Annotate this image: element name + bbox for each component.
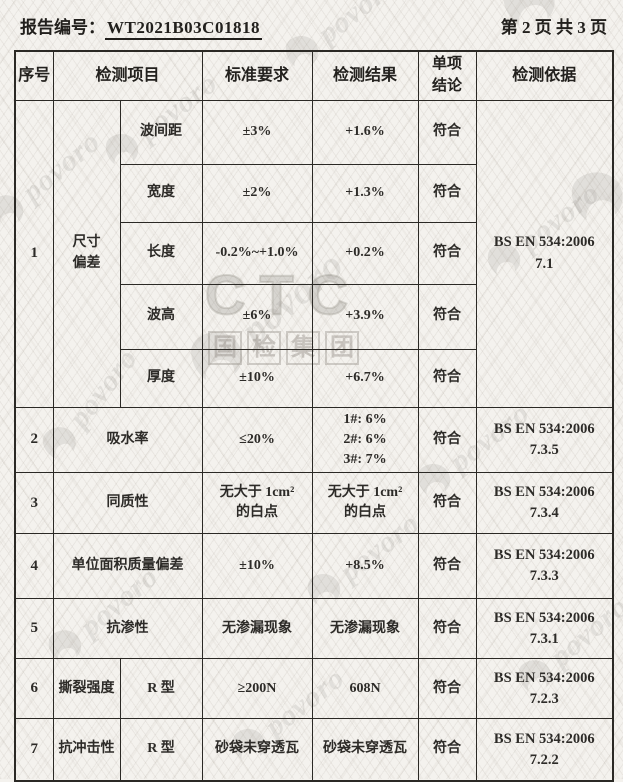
row-conclusion: 符合: [417, 533, 477, 600]
row-conclusion: 符合: [417, 718, 477, 782]
row1-sub-standard: -0.2%~+1.0%: [201, 221, 313, 285]
row1-sub-name: 厚度: [119, 348, 203, 408]
row-item: 抗渗性: [52, 598, 203, 660]
report-number-value: WT2021B03C01818: [105, 18, 262, 40]
row1-sub-standard: ±2%: [201, 163, 313, 223]
col-header-item: 检测项目: [52, 50, 203, 101]
table-row: 长度 -0.2%~+1.0% +0.2% 符合: [15, 221, 613, 285]
row-basis: BS EN 534:2006 7.3.5: [475, 406, 614, 474]
row1-sub-conclusion: 符合: [417, 99, 477, 165]
row-result: 608N: [311, 658, 419, 720]
row-basis: BS EN 534:2006 7.3.1: [475, 598, 614, 660]
row-seq: 6: [14, 658, 54, 720]
row-conclusion: 符合: [417, 472, 477, 535]
row-item-type: R 型: [119, 718, 203, 782]
row-conclusion: 符合: [417, 598, 477, 660]
row1-sub-name: 波高: [119, 283, 203, 350]
table-row: 5 抗渗性 无渗漏现象 无渗漏现象 符合 BS EN 534:2006 7.3.…: [14, 598, 614, 660]
table-row: 7 抗冲击性 R 型 砂袋未穿透瓦 砂袋未穿透瓦 符合 BS EN 534:20…: [14, 718, 614, 782]
table-row: 厚度 ±10% +6.7% 符合: [15, 348, 613, 408]
col-header-result: 检测结果: [311, 50, 419, 101]
row1-sub-result: +6.7%: [311, 348, 419, 408]
row-conclusion: 符合: [417, 406, 477, 474]
row1-item: 尺寸 偏差: [52, 99, 121, 408]
row-basis: BS EN 534:2006 7.3.3: [475, 533, 614, 600]
row1-sub-result: +3.9%: [311, 283, 419, 350]
row-item: 单位面积质量偏差: [52, 533, 203, 600]
page-header: 报告编号： WT2021B03C01818 第 2 页 共 3 页: [20, 13, 607, 40]
row1-sub-result: +1.3%: [311, 163, 419, 223]
row1-sub-standard: ±10%: [201, 348, 313, 408]
table-row: 2 吸水率 ≤20% 1#: 6% 2#: 6% 3#: 7% 符合 BS EN…: [14, 406, 614, 474]
col-header-conclusion: 单项 结论: [417, 50, 477, 101]
row-item: 抗冲击性: [52, 718, 121, 782]
test-results-table: 序号 检测项目 标准要求 检测结果 单项 结论 检测依据 1 尺寸 偏差 波间距…: [14, 50, 615, 782]
row-basis: BS EN 534:2006 7.2.3: [475, 658, 614, 720]
table-row: 波高 ±6% +3.9% 符合: [15, 283, 613, 350]
row-result: 砂袋未穿透瓦: [311, 718, 419, 782]
table-row: 6 撕裂强度 R 型 ≥200N 608N 符合 BS EN 534:2006 …: [14, 658, 614, 720]
row1-sub-conclusion: 符合: [417, 283, 477, 350]
row-standard: 无大于 1cm² 的白点: [201, 472, 313, 535]
row-result: 无渗漏现象: [311, 598, 419, 660]
row-conclusion: 符合: [417, 658, 477, 720]
row1-sub-standard: ±3%: [201, 99, 313, 165]
table-row: 宽度 ±2% +1.3% 符合: [15, 163, 613, 223]
row-basis: BS EN 534:2006 7.3.4: [475, 472, 614, 535]
table-header-row: 序号 检测项目 标准要求 检测结果 单项 结论 检测依据: [14, 50, 614, 101]
row-standard: 无渗漏现象: [201, 598, 313, 660]
row1-sub-conclusion: 符合: [417, 163, 477, 223]
col-header-seq: 序号: [14, 50, 54, 101]
col-header-standard: 标准要求: [201, 50, 313, 101]
table-row: 3 同质性 无大于 1cm² 的白点 无大于 1cm² 的白点 符合 BS EN…: [14, 472, 614, 535]
row-item: 撕裂强度: [52, 658, 121, 720]
row-seq: 4: [14, 533, 54, 600]
row1-sub-conclusion: 符合: [417, 221, 477, 285]
row-seq: 7: [14, 718, 54, 782]
row1-sub-result: +0.2%: [311, 221, 419, 285]
row1-sub-name: 宽度: [119, 163, 203, 223]
row-standard: ≤20%: [201, 406, 313, 474]
table-row: 1 尺寸 偏差 波间距 ±3% +1.6% 符合 BS EN 534:2006 …: [14, 99, 614, 408]
page-indicator: 第 2 页 共 3 页: [500, 18, 607, 37]
report-number-label: 报告编号：: [20, 18, 105, 37]
row1-sub-conclusion: 符合: [417, 348, 477, 408]
col-header-basis: 检测依据: [475, 50, 614, 101]
row-standard: ≥200N: [201, 658, 313, 720]
row1-basis: BS EN 534:2006 7.1: [475, 99, 614, 408]
row-item: 同质性: [52, 472, 203, 535]
row1-sub-standard: ±6%: [201, 283, 313, 350]
row-standard: ±10%: [201, 533, 313, 600]
report-number-field: 报告编号： WT2021B03C01818: [20, 13, 262, 40]
row-result: 无大于 1cm² 的白点: [311, 472, 419, 535]
table-row: 4 单位面积质量偏差 ±10% +8.5% 符合 BS EN 534:2006 …: [14, 533, 614, 600]
row1-sub-result: +1.6%: [311, 99, 419, 165]
result-list: 1#: 6% 2#: 6% 3#: 7%: [343, 411, 387, 468]
row1-sub-name: 长度: [119, 221, 203, 285]
row-item: 吸水率: [52, 406, 203, 474]
row-seq: 5: [14, 598, 54, 660]
row-basis: BS EN 534:2006 7.2.2: [475, 718, 614, 782]
row-result: 1#: 6% 2#: 6% 3#: 7%: [311, 406, 419, 474]
row-seq: 3: [14, 472, 54, 535]
row1-sub-name: 波间距: [119, 99, 203, 165]
row1-seq: 1: [14, 99, 54, 408]
row-item-type: R 型: [119, 658, 203, 720]
row-result: +8.5%: [311, 533, 419, 600]
row-standard: 砂袋未穿透瓦: [201, 718, 313, 782]
row-seq: 2: [14, 406, 54, 474]
